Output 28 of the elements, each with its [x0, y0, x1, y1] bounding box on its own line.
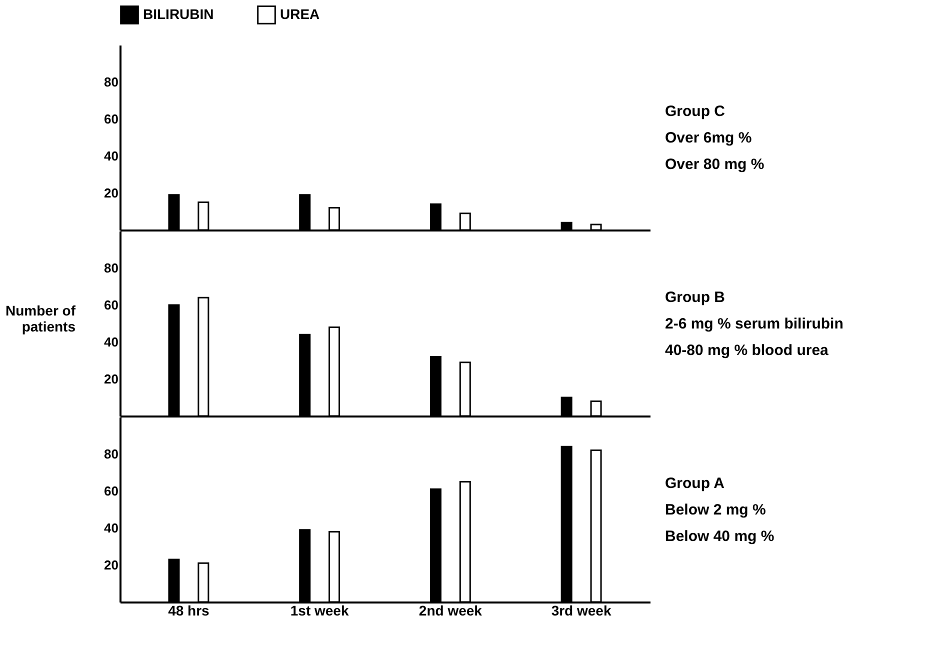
text: 40-80 mg % blood urea [665, 342, 830, 359]
y-axis-title: Number of patients [6, 302, 76, 334]
x-tick-label: 1st week [290, 602, 349, 618]
y-tick-label: 20 [104, 372, 118, 386]
text: Over 80 mg % [665, 156, 764, 173]
legend-label: BILIRUBIN [143, 6, 214, 22]
y-tick-label: 40 [104, 520, 118, 536]
text: Over 6mg % [665, 130, 752, 146]
text: Group C [665, 103, 726, 120]
x-tick-label: 48 hrs [168, 602, 210, 618]
y-tick-label: 40 [104, 334, 118, 350]
text: Group B [665, 289, 726, 306]
legend-label: UREA [280, 6, 320, 22]
y-tick-label: 20 [104, 186, 118, 200]
y-tick-label: 20 [104, 558, 118, 572]
x-tick-label: 3rd week [551, 602, 612, 618]
y-tick-label: 80 [104, 446, 118, 462]
y-tick-label: 80 [104, 260, 118, 276]
text: 2-6 mg % serum bilirubin [665, 316, 844, 332]
y-tick-label: 60 [104, 298, 118, 312]
text: Group A [665, 475, 725, 492]
y-tick-label: 60 [104, 484, 118, 498]
y-tick-label: 40 [104, 148, 118, 164]
x-tick-label: 2nd week [418, 602, 482, 618]
text: Below 40 mg % [665, 528, 774, 545]
text: Below 2 mg % [665, 502, 766, 518]
y-tick-label: 80 [104, 74, 118, 90]
y-tick-label: 60 [104, 112, 118, 126]
